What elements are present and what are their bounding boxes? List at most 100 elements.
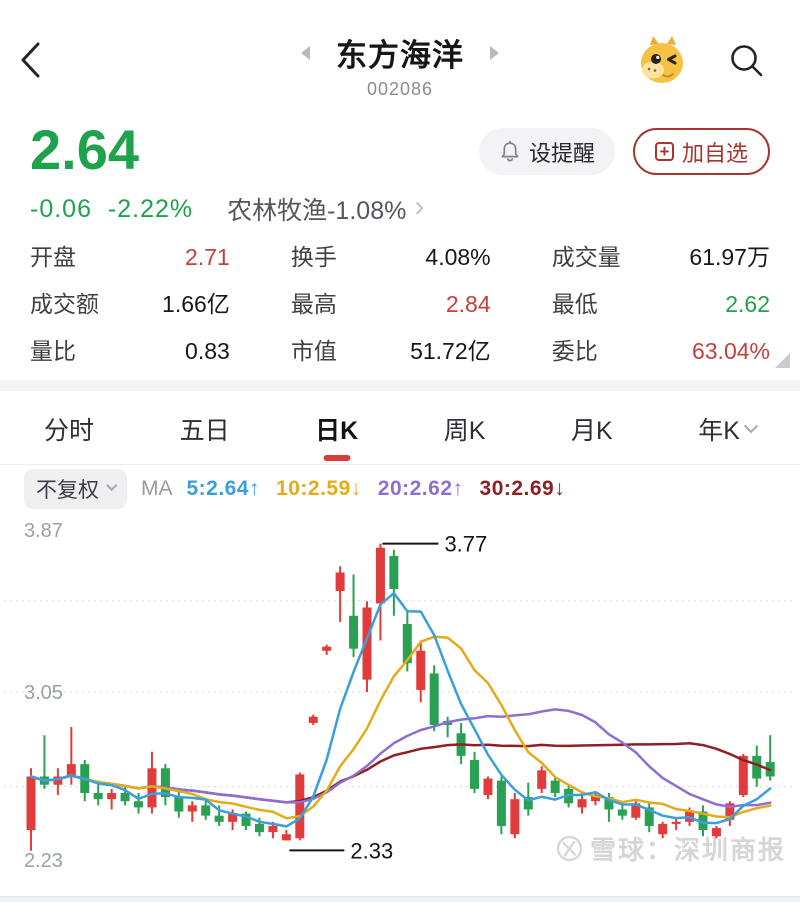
candle bbox=[470, 760, 480, 789]
tab-label: 周K bbox=[443, 416, 486, 445]
candle bbox=[577, 799, 587, 808]
app-header: 东方海洋 002086 bbox=[0, 0, 800, 110]
tab-五日[interactable]: 五日 bbox=[180, 399, 230, 447]
ma5-line bbox=[29, 591, 772, 828]
candle bbox=[523, 797, 533, 810]
candle bbox=[228, 813, 238, 822]
ma10-line bbox=[29, 635, 772, 820]
candle bbox=[174, 797, 184, 812]
search-button[interactable] bbox=[728, 42, 766, 85]
ma-legend-item: 5:2.64↑ bbox=[186, 477, 261, 500]
stat-label: 换手 bbox=[290, 244, 337, 270]
candle bbox=[254, 823, 264, 833]
stat-value: 51.72亿 bbox=[410, 338, 491, 364]
prev-stock-icon[interactable] bbox=[301, 45, 310, 60]
candle bbox=[698, 811, 708, 831]
stat-item: 成交量 61.97万 bbox=[552, 238, 770, 272]
tab-label: 年K bbox=[698, 416, 740, 445]
add-watchlist-button[interactable]: + 加自选 bbox=[632, 128, 770, 175]
expand-stats-icon[interactable] bbox=[775, 353, 790, 368]
stat-item: 成交额 1.66亿 bbox=[30, 285, 230, 319]
set-alert-button[interactable]: 设提醒 bbox=[478, 128, 615, 175]
candle bbox=[537, 770, 547, 789]
chevron-down-icon bbox=[743, 418, 759, 433]
ma-legend-item: 20:2.62↑ bbox=[377, 477, 464, 500]
stats-panel: 开盘 2.71 换手 4.08% 成交量 61.97万成交额 1.66亿 最高 2.84 最低 2.… bbox=[0, 238, 800, 370]
kline-chart-area[interactable]: 3.87 3.05 2.23 3.77 2.33 雪球：深圳商报 bbox=[0, 513, 800, 875]
y-axis-label: 2.23 bbox=[24, 850, 63, 872]
stat-label: 最高 bbox=[290, 291, 337, 317]
tab-日K[interactable]: 日K bbox=[315, 399, 358, 447]
candle bbox=[658, 823, 668, 835]
candle bbox=[335, 572, 345, 592]
stat-item: 市值 51.72亿 bbox=[291, 332, 491, 366]
stat-item: 开盘 2.71 bbox=[30, 238, 230, 272]
candle bbox=[644, 807, 654, 826]
stat-label: 成交额 bbox=[30, 291, 99, 317]
bottom-divider bbox=[0, 896, 800, 902]
industry-link[interactable]: 农林牧渔-1.08% › bbox=[227, 191, 424, 227]
stat-item: 委比 63.04% bbox=[552, 332, 770, 366]
candle bbox=[160, 768, 170, 798]
candle bbox=[214, 815, 224, 822]
stat-value: 4.08% bbox=[425, 244, 491, 270]
candle bbox=[416, 650, 426, 690]
candle bbox=[631, 803, 641, 818]
stat-item: 量比 0.83 bbox=[30, 332, 230, 366]
candle bbox=[550, 780, 560, 793]
candle bbox=[187, 805, 197, 812]
candle bbox=[752, 755, 762, 779]
ma-legend: 5:2.64↑ 10:2.59↓ 20:2.62↑ 30:2.69↓ bbox=[187, 477, 566, 501]
dragon-emoji[interactable] bbox=[636, 34, 688, 91]
adjust-mode-label: 不复权 bbox=[36, 479, 99, 502]
stat-value: 63.04% bbox=[691, 338, 770, 364]
kline-chart[interactable]: 3.87 3.05 2.23 3.77 2.33 bbox=[0, 513, 800, 875]
candle bbox=[604, 797, 614, 810]
tab-分时[interactable]: 分时 bbox=[44, 399, 94, 447]
low-annotation: 2.33 bbox=[350, 838, 393, 863]
next-stock-icon[interactable] bbox=[490, 45, 499, 60]
tab-年K[interactable]: 年K bbox=[698, 399, 759, 447]
back-button[interactable] bbox=[16, 40, 50, 80]
candle bbox=[93, 792, 103, 800]
stat-value: 2.71 bbox=[185, 244, 230, 270]
candle bbox=[53, 776, 63, 785]
candle bbox=[26, 776, 36, 831]
ma20-line bbox=[29, 708, 772, 809]
stat-label: 最低 bbox=[551, 291, 598, 317]
candle bbox=[120, 792, 130, 802]
page-title: 东方海洋 bbox=[336, 38, 464, 73]
candle bbox=[617, 809, 627, 816]
ma-legend-item: 10:2.59↓ bbox=[276, 477, 362, 500]
candle bbox=[241, 813, 251, 826]
candle bbox=[402, 623, 412, 664]
candle bbox=[389, 555, 399, 589]
stat-value: 1.66亿 bbox=[162, 291, 230, 317]
candle bbox=[362, 607, 372, 680]
candle bbox=[308, 716, 318, 723]
stat-item: 最高 2.84 bbox=[291, 285, 491, 319]
candle bbox=[711, 828, 721, 837]
stat-value: 2.62 bbox=[725, 291, 770, 317]
tab-月K[interactable]: 月K bbox=[571, 399, 613, 447]
price-change: -0.06 -2.22% bbox=[30, 194, 194, 223]
candle bbox=[295, 774, 305, 839]
candle bbox=[66, 764, 76, 777]
stat-value: 0.83 bbox=[185, 338, 230, 364]
ma-legend-item: 30:2.69↓ bbox=[479, 477, 566, 500]
tab-label: 五日 bbox=[179, 416, 230, 445]
ma-bar: 不复权 MA 5:2.64↑ 10:2.59↓ 20:2.62↑ 30:2.69↓ bbox=[0, 465, 800, 513]
tab-label: 日K bbox=[315, 416, 359, 445]
stat-label: 成交量 bbox=[551, 244, 621, 270]
stock-code: 002086 bbox=[366, 79, 434, 99]
adjust-mode-dropdown[interactable]: 不复权 bbox=[24, 469, 127, 509]
set-alert-label: 设提醒 bbox=[528, 140, 595, 166]
stat-item: 最低 2.62 bbox=[552, 285, 770, 319]
price-section: 2.64 设提醒 + 加自选 -0.06 -2.22% 农林牧渔-1.08% › bbox=[0, 122, 800, 226]
candle bbox=[201, 805, 211, 816]
period-tabs: 分时 五日 日K 周K 月K 年K bbox=[0, 391, 800, 465]
candle bbox=[671, 821, 681, 824]
tab-周K[interactable]: 周K bbox=[444, 399, 486, 447]
title-block: 东方海洋 002086 bbox=[0, 30, 800, 100]
stat-label: 市值 bbox=[290, 338, 337, 364]
